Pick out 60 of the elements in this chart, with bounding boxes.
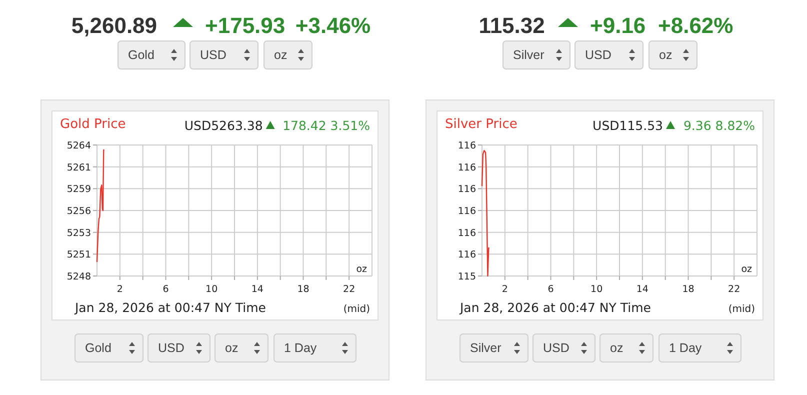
text: Jan 28, 2026 at 00:47 NY Time (459, 300, 652, 315)
y-tick-label: 5264 (66, 140, 91, 152)
y-tick-label: 116 (458, 228, 476, 239)
x-tick-label: 22 (343, 284, 356, 295)
text: oz (274, 48, 288, 62)
y-tick-label: 116 (458, 162, 476, 174)
y-tick-label: 116 (458, 140, 476, 152)
chart-title: Silver Price (445, 117, 518, 132)
text: +175.93 (205, 13, 286, 38)
y-tick-label: 5261 (66, 162, 91, 174)
y-tick-label: 5251 (66, 250, 91, 261)
chart-subtitle: USD115.53 (592, 118, 663, 133)
text: Gold (128, 48, 154, 62)
y-tick-label: 116 (458, 184, 476, 196)
x-tick-label: 14 (251, 284, 264, 295)
text: 5,260.89 (71, 13, 158, 38)
text: oz (659, 48, 672, 62)
y-tick-label: 5253 (66, 228, 91, 239)
y-tick-label: 115 (458, 272, 476, 282)
text: +8.62% (658, 13, 734, 38)
text: 178.42 3.51% (282, 118, 370, 133)
x-tick-label: 6 (162, 284, 169, 295)
text: USD (585, 48, 612, 62)
y-tick-label: 116 (458, 250, 476, 261)
y-tick-label: 5248 (66, 272, 91, 282)
text: 1 Day (284, 341, 318, 355)
x-tick-label: 22 (728, 284, 740, 295)
line-series (96, 149, 105, 263)
y-tick-label: 5256 (66, 206, 91, 217)
text: (mid) (728, 304, 756, 315)
y-tick-label: 5259 (66, 184, 91, 196)
text: 1 Day (669, 341, 702, 355)
x-tick-label: 2 (502, 284, 508, 295)
y-tick-label: 116 (458, 206, 476, 217)
text: oz (610, 341, 624, 355)
text: (mid) (343, 304, 370, 315)
x-tick-label: 6 (548, 284, 554, 295)
text: +9.16 (590, 13, 646, 38)
x-tick-label: 14 (636, 284, 648, 295)
chart-subtitle: USD5263.38 (184, 118, 263, 133)
text: Gold (85, 341, 112, 355)
text: USD (200, 48, 226, 62)
x-tick-label: 10 (590, 284, 603, 295)
text: +3.46% (295, 13, 371, 38)
text: Silver (470, 341, 502, 355)
text: 9.36 8.82% (683, 118, 756, 133)
text: oz (225, 341, 238, 355)
text: USD (543, 341, 570, 355)
annotation: oz (356, 264, 367, 275)
chart-title: Gold Price (60, 117, 126, 132)
x-tick-label: 18 (682, 284, 694, 295)
x-tick-label: 18 (297, 284, 310, 295)
text: Jan 28, 2026 at 00:47 NY Time (74, 300, 266, 315)
x-tick-label: 10 (206, 284, 218, 295)
text: Silver (513, 48, 544, 62)
text: 115.32 (478, 13, 545, 38)
annotation: oz (741, 264, 752, 275)
x-tick-label: 2 (116, 284, 123, 295)
line-series (481, 150, 490, 277)
text: USD (158, 341, 184, 355)
